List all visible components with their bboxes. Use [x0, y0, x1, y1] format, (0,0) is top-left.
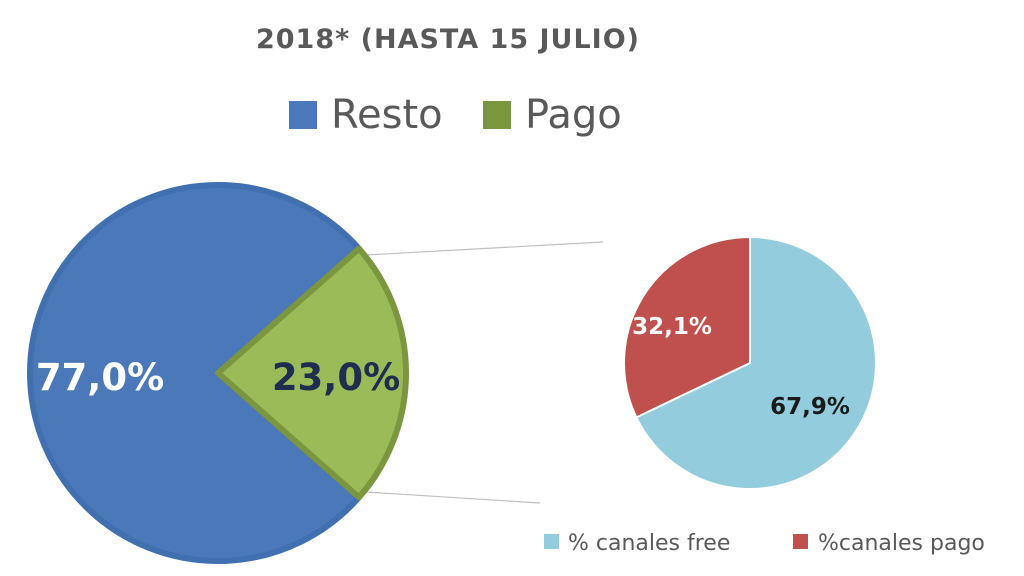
connector-line-bottom — [365, 491, 541, 504]
connector-line-top — [365, 241, 604, 256]
legend-swatch-pago — [483, 101, 511, 129]
legend-label-pago: Pago — [525, 92, 622, 138]
data-label-pago: 23,0% — [272, 356, 400, 399]
legend-label-resto: Resto — [331, 92, 443, 138]
pie-slice-canales-pago — [623, 236, 751, 419]
pie-slice-resto — [27, 182, 363, 564]
data-label-resto: 77,0% — [36, 356, 164, 399]
data-label-canales-free: 67,9% — [770, 394, 850, 420]
secondary-pie — [623, 236, 877, 490]
legend-label-canales-free: % canales free — [568, 531, 730, 556]
pie-slice-pago — [215, 245, 409, 501]
legend-swatch-resto — [289, 101, 317, 129]
legend-label-canales-pago: %canales pago — [818, 531, 985, 556]
main-pie — [27, 182, 409, 564]
chart-title: 2018* (HASTA 15 JULIO) — [256, 24, 640, 55]
data-label-canales-pago: 32,1% — [632, 314, 712, 340]
pie-slice-canales-free — [635, 236, 877, 490]
main-pie-legend: Resto Pago — [289, 92, 622, 138]
secondary-pie-legend: % canales free %canales pago — [544, 531, 985, 556]
legend-swatch-canales-pago — [793, 534, 808, 549]
connector-lines — [365, 241, 604, 504]
legend-swatch-canales-free — [544, 534, 559, 549]
